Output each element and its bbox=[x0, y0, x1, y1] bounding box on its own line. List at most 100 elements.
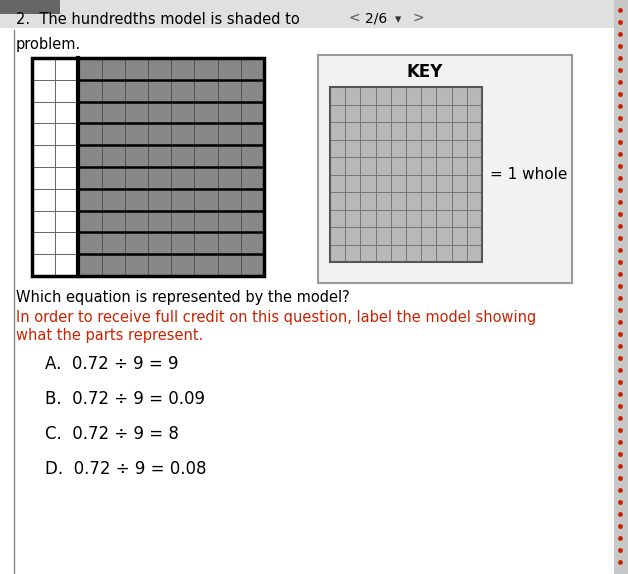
Bar bbox=[436, 87, 452, 104]
Bar bbox=[391, 122, 406, 139]
Bar bbox=[125, 80, 148, 102]
Bar bbox=[376, 104, 391, 122]
Bar bbox=[360, 227, 376, 245]
Bar bbox=[330, 245, 345, 262]
Bar bbox=[345, 227, 360, 245]
Bar bbox=[32, 123, 55, 145]
Bar bbox=[78, 145, 102, 167]
Bar bbox=[217, 145, 241, 167]
Bar bbox=[436, 192, 452, 210]
Bar bbox=[241, 232, 264, 254]
Bar bbox=[195, 189, 217, 211]
Bar bbox=[452, 87, 467, 104]
Text: 2.  The hundredths model is shaded to: 2. The hundredths model is shaded to bbox=[16, 13, 300, 28]
Bar bbox=[391, 139, 406, 157]
Bar bbox=[217, 123, 241, 145]
Bar bbox=[452, 245, 467, 262]
Bar bbox=[376, 245, 391, 262]
Bar bbox=[55, 189, 78, 211]
Bar bbox=[148, 167, 171, 189]
Bar bbox=[421, 139, 436, 157]
Bar bbox=[421, 87, 436, 104]
Bar bbox=[55, 232, 78, 254]
Bar bbox=[32, 58, 264, 276]
Bar bbox=[78, 80, 102, 102]
Bar bbox=[436, 122, 452, 139]
Bar bbox=[102, 232, 125, 254]
Bar bbox=[467, 227, 482, 245]
Bar bbox=[148, 145, 171, 167]
Bar bbox=[55, 145, 78, 167]
Bar bbox=[421, 122, 436, 139]
Bar bbox=[452, 174, 467, 192]
Bar bbox=[241, 102, 264, 123]
Bar bbox=[195, 167, 217, 189]
Bar bbox=[467, 245, 482, 262]
Bar bbox=[330, 157, 345, 174]
Bar bbox=[330, 87, 482, 262]
Bar bbox=[241, 254, 264, 276]
Bar bbox=[436, 157, 452, 174]
Bar bbox=[467, 174, 482, 192]
Bar bbox=[330, 210, 345, 227]
Text: D.  0.72 ÷ 9 = 0.08: D. 0.72 ÷ 9 = 0.08 bbox=[45, 460, 207, 478]
Bar bbox=[55, 58, 78, 80]
Bar bbox=[406, 192, 421, 210]
Bar bbox=[148, 102, 171, 123]
Bar bbox=[78, 211, 102, 232]
Bar bbox=[171, 232, 195, 254]
Bar bbox=[102, 102, 125, 123]
Bar bbox=[330, 122, 345, 139]
Bar bbox=[330, 174, 345, 192]
Bar bbox=[345, 245, 360, 262]
Bar bbox=[241, 167, 264, 189]
Bar bbox=[452, 227, 467, 245]
Bar bbox=[195, 123, 217, 145]
Bar bbox=[436, 139, 452, 157]
Bar bbox=[452, 139, 467, 157]
Text: C.  0.72 ÷ 9 = 8: C. 0.72 ÷ 9 = 8 bbox=[45, 425, 179, 443]
Bar bbox=[32, 189, 55, 211]
Bar bbox=[421, 245, 436, 262]
Bar bbox=[345, 210, 360, 227]
Bar bbox=[452, 122, 467, 139]
Bar bbox=[217, 211, 241, 232]
Bar bbox=[452, 192, 467, 210]
Bar bbox=[436, 174, 452, 192]
Text: what the parts represent.: what the parts represent. bbox=[16, 328, 203, 343]
Bar bbox=[171, 167, 195, 189]
Bar bbox=[360, 104, 376, 122]
Bar bbox=[391, 210, 406, 227]
Bar bbox=[195, 145, 217, 167]
Bar bbox=[171, 58, 195, 80]
Text: ▾: ▾ bbox=[395, 14, 401, 26]
Bar bbox=[330, 139, 345, 157]
Bar bbox=[171, 80, 195, 102]
Bar bbox=[32, 211, 55, 232]
Bar bbox=[241, 123, 264, 145]
Bar bbox=[102, 189, 125, 211]
Bar bbox=[421, 157, 436, 174]
Bar bbox=[467, 210, 482, 227]
Bar bbox=[241, 211, 264, 232]
Bar bbox=[55, 123, 78, 145]
Bar bbox=[376, 227, 391, 245]
Bar bbox=[78, 58, 102, 80]
Bar bbox=[148, 189, 171, 211]
Bar bbox=[195, 211, 217, 232]
Bar bbox=[78, 189, 102, 211]
Bar bbox=[102, 58, 125, 80]
Text: 2/6: 2/6 bbox=[365, 11, 387, 25]
Bar bbox=[452, 210, 467, 227]
Bar bbox=[330, 104, 345, 122]
Bar bbox=[78, 167, 102, 189]
Bar bbox=[32, 102, 55, 123]
Bar bbox=[360, 87, 376, 104]
Bar bbox=[55, 80, 78, 102]
Bar bbox=[148, 232, 171, 254]
Bar bbox=[391, 174, 406, 192]
Bar bbox=[55, 254, 78, 276]
Bar bbox=[241, 58, 264, 80]
Bar bbox=[125, 102, 148, 123]
Bar bbox=[376, 192, 391, 210]
